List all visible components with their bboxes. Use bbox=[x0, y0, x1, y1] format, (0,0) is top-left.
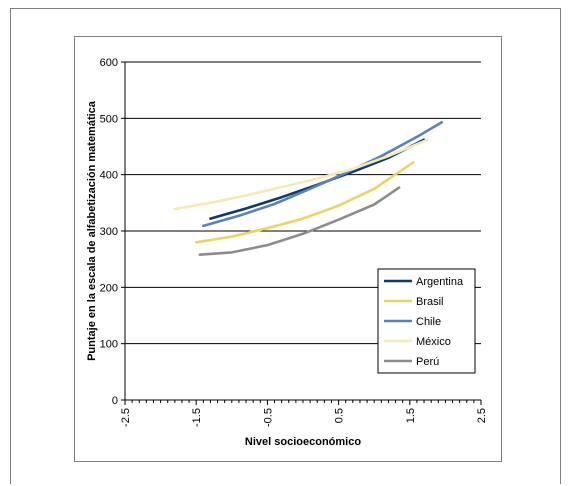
y-tick-label: 0 bbox=[112, 395, 118, 407]
series-line-perú bbox=[198, 186, 401, 256]
chart-frame: 0 100 200 300 400 500 600 -2.5 -1.5 -0.5 0.5 1.5 2.5… bbox=[74, 36, 502, 462]
series-line-méxico bbox=[173, 138, 429, 211]
page-frame bbox=[10, 8, 561, 484]
y-tick-label: 400 bbox=[100, 170, 118, 182]
legend-label-méxico: México bbox=[416, 336, 451, 348]
y-tick-label: 300 bbox=[100, 226, 118, 238]
x-tick-label: -0.5 bbox=[262, 408, 274, 427]
y-tick-label: 200 bbox=[100, 282, 118, 294]
legend-label-perú: Perú bbox=[416, 356, 439, 368]
y-tick-label: 600 bbox=[100, 57, 118, 69]
x-tick-label: 1.5 bbox=[405, 408, 417, 423]
y-axis-title: Puntaje en la escala de alfabetización m… bbox=[86, 100, 98, 361]
x-tick-label: 0.5 bbox=[334, 408, 346, 423]
x-tick-label: 2.5 bbox=[476, 408, 488, 423]
x-tick-label: -2.5 bbox=[120, 408, 132, 427]
legend-label-chile: Chile bbox=[416, 316, 441, 328]
chart-svg: 0 100 200 300 400 500 600 -2.5 -1.5 -0.5 0.5 1.5 2.5… bbox=[86, 57, 488, 448]
x-axis-title: Nivel socioeconómico bbox=[245, 436, 361, 448]
x-tick-label: -1.5 bbox=[191, 408, 203, 427]
legend-label-brasil: Brasil bbox=[416, 296, 444, 308]
y-tick-label: 500 bbox=[100, 113, 118, 125]
legend-label-argentina: Argentina bbox=[416, 276, 464, 288]
series-line-chile bbox=[202, 121, 444, 228]
series-line-brasil bbox=[194, 161, 415, 244]
y-tick-label: 100 bbox=[100, 339, 118, 351]
